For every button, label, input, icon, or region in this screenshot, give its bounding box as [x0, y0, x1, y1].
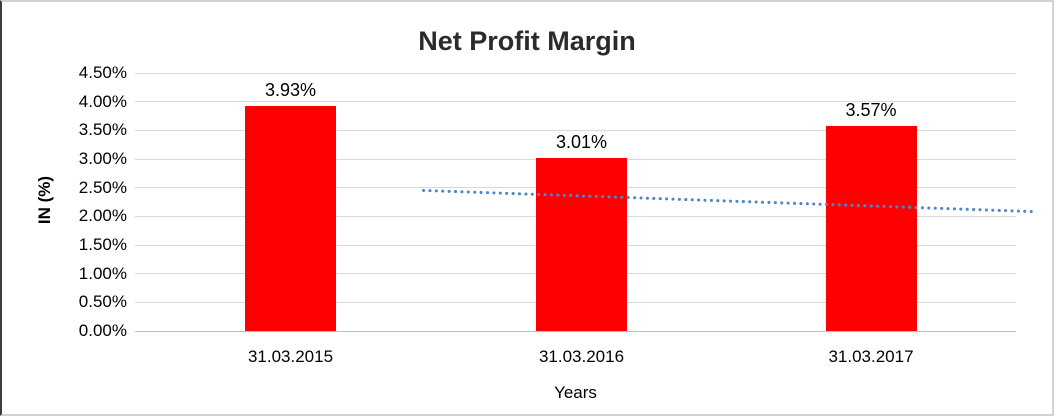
y-tick-label: 4.00%: [78, 91, 127, 111]
x-axis-title: Years: [554, 383, 597, 402]
y-tick-label: 1.50%: [78, 235, 127, 254]
y-tick-label: 0.50%: [78, 292, 127, 312]
x-axis-line: [135, 330, 1016, 332]
bar-31.03.2016: [536, 158, 627, 331]
y-tick-label: 2.00%: [78, 206, 127, 226]
plot-area: [135, 72, 1037, 332]
y-tick-label: 3.00%: [78, 149, 127, 168]
x-tick-label: 31.03.2016: [538, 347, 625, 366]
y-tick-label: 2.50%: [78, 177, 127, 197]
gridline: [135, 129, 1016, 131]
y-axis-title: IN (%): [35, 175, 54, 225]
gridline: [135, 101, 1016, 103]
x-tick-label: 31.03.2017: [828, 347, 914, 366]
y-tick-label: 3.50%: [78, 120, 127, 140]
data-label: 3.93%: [264, 79, 317, 100]
data-label: 3.57%: [845, 100, 897, 121]
gridline: [135, 72, 1016, 74]
chart-title: Net Profit Margin: [418, 26, 636, 56]
y-tick-label: 4.50%: [78, 63, 127, 82]
trendline-segment: [422, 188, 1037, 214]
bar-31.03.2017: [825, 126, 917, 331]
x-tick-label: 31.03.2015: [247, 347, 334, 366]
trendline: [422, 188, 1037, 214]
data-label: 3.01%: [555, 132, 608, 153]
bar-31.03.2015: [245, 105, 336, 331]
y-tick-label: 0.00%: [78, 321, 127, 340]
y-tick-label: 1.00%: [78, 263, 127, 283]
